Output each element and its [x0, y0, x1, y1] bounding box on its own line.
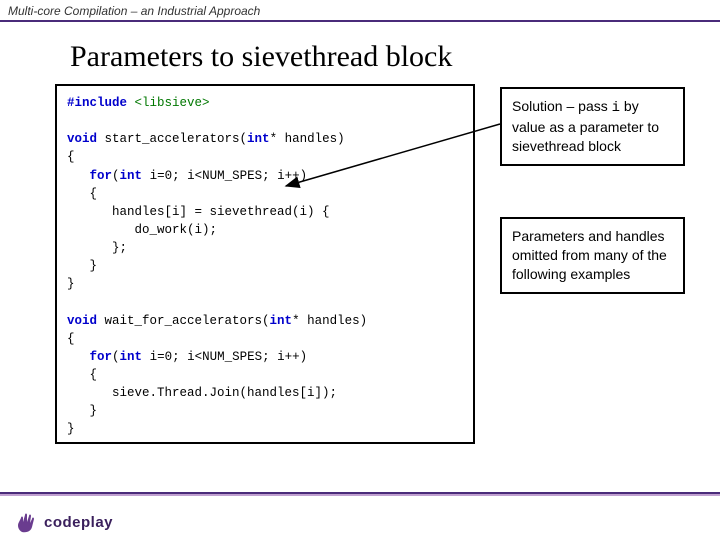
- code-for2a: [67, 350, 90, 364]
- code-for-kw1: for: [90, 169, 113, 183]
- code-fn2a: wait_for_accelerators(: [97, 314, 270, 328]
- code-int4: int: [120, 350, 143, 364]
- code-body4: sieve.Thread.Join(handles[i]);: [67, 386, 337, 400]
- code-include-val: <libsieve>: [135, 96, 210, 110]
- code-body2: do_work(i);: [67, 223, 217, 237]
- code-block: #include <libsieve> void start_accelerat…: [55, 84, 475, 444]
- code-void2: void: [67, 314, 97, 328]
- logo-text: codeplay: [44, 514, 113, 531]
- code-body3: };: [67, 241, 127, 255]
- hand-icon: [12, 508, 40, 536]
- logo: codeplay: [12, 508, 113, 536]
- annotation-note: Parameters and handles omitted from many…: [500, 217, 685, 294]
- code-for1b: (: [112, 169, 120, 183]
- code-include-kw: #include: [67, 96, 127, 110]
- header-subtitle: Multi-core Compilation – an Industrial A…: [0, 0, 720, 20]
- code-for1c: i=0; i<NUM_SPES; i++): [142, 169, 307, 183]
- code-for-rbrace1: }: [67, 259, 97, 273]
- code-int2: int: [120, 169, 143, 183]
- code-fn1a: start_accelerators(: [97, 132, 247, 146]
- code-rbrace2: }: [67, 422, 75, 436]
- code-for2c: i=0; i<NUM_SPES; i++): [142, 350, 307, 364]
- code-for-lbrace2: {: [67, 368, 97, 382]
- slide-title: Parameters to sievethread block: [0, 22, 720, 84]
- code-int1: int: [247, 132, 270, 146]
- code-fn1b: * handles): [270, 132, 345, 146]
- code-lbrace2: {: [67, 332, 75, 346]
- code-for1a: [67, 169, 90, 183]
- code-for-kw2: for: [90, 350, 113, 364]
- code-for-rbrace2: }: [67, 404, 97, 418]
- code-rbrace1: }: [67, 277, 75, 291]
- annotation-solution: Solution – pass i by value as a paramete…: [500, 87, 685, 166]
- code-body1: handles[i] = sievethread(i) {: [67, 205, 330, 219]
- annot1-pre: Solution – pass: [512, 98, 612, 114]
- annot1-i: i: [612, 100, 620, 116]
- code-fn2b: * handles): [292, 314, 367, 328]
- code-lbrace1: {: [67, 150, 75, 164]
- code-for-lbrace1: {: [67, 187, 97, 201]
- code-void1: void: [67, 132, 97, 146]
- code-for2b: (: [112, 350, 120, 364]
- footer-rule: [0, 492, 720, 494]
- code-int3: int: [270, 314, 293, 328]
